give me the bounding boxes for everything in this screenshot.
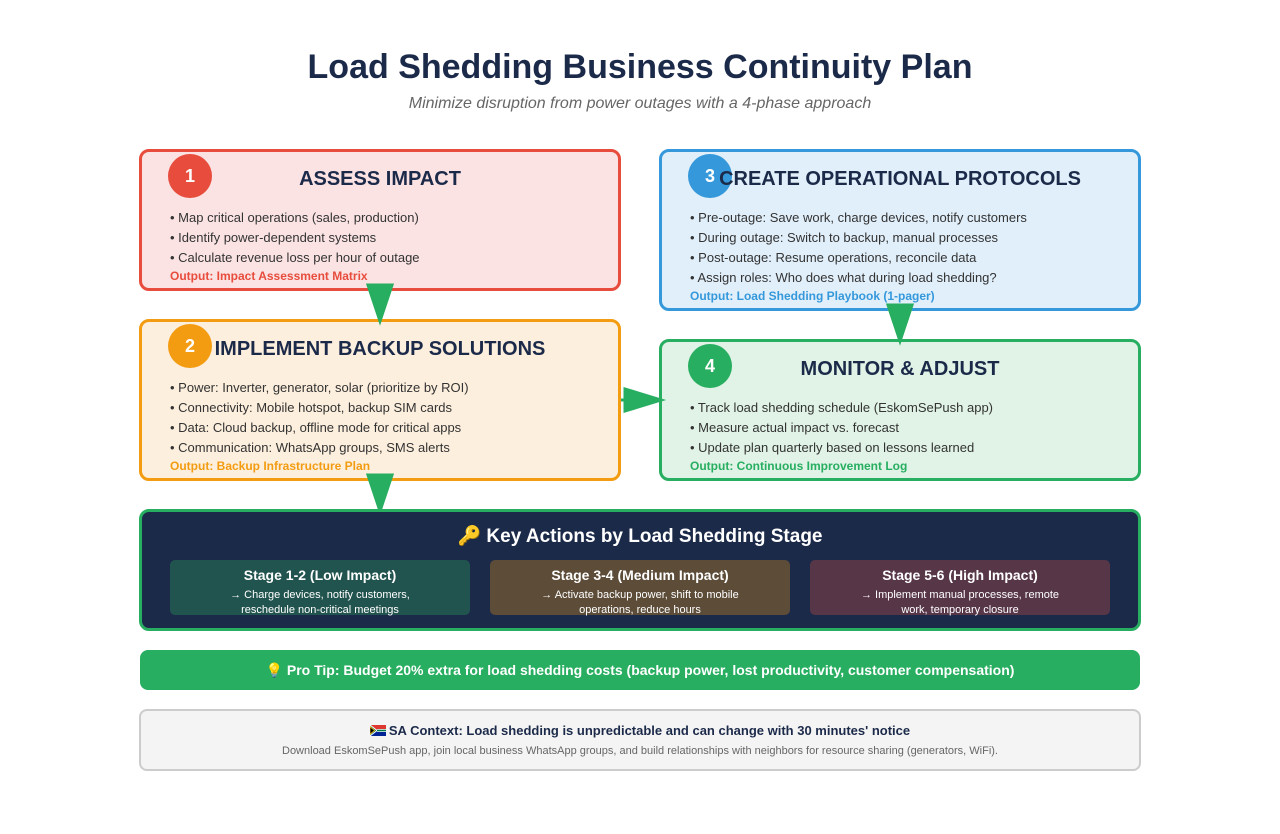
stage-actions-title: 🔑 Key Actions by Load Shedding Stage xyxy=(457,526,823,547)
pro-tip-banner: 💡 Pro Tip: Budget 20% extra for load she… xyxy=(140,650,1140,690)
phase-1-output: Output: Impact Assessment Matrix xyxy=(170,269,368,283)
phase-4-badge: 4 xyxy=(688,344,732,388)
bullet-item: • Identify power-dependent systems xyxy=(170,230,377,245)
page-title: Load Shedding Business Continuity Plan xyxy=(307,48,973,86)
bullet-item: • Track load shedding schedule (EskomSeP… xyxy=(690,400,993,415)
phase-1-card: 1 ASSESS IMPACT • Map critical operation… xyxy=(139,149,621,291)
phase-1-title: ASSESS IMPACT xyxy=(299,168,461,190)
phase-2-badge: 2 xyxy=(168,324,212,368)
sa-context-body: Download EskomSePush app, join local bus… xyxy=(282,745,998,757)
bullet-item: • Pre-outage: Save work, charge devices,… xyxy=(690,210,1027,225)
bullet-item: • Post-outage: Resume operations, reconc… xyxy=(690,250,977,265)
stage-name: Stage 3-4 (Medium Impact) xyxy=(551,567,729,583)
page-subtitle: Minimize disruption from power outages w… xyxy=(408,95,872,112)
phase-2-bullets: • Power: Inverter, generator, solar (pri… xyxy=(170,378,469,458)
stage-name: Stage 5-6 (High Impact) xyxy=(882,567,1038,583)
phase-3-output: Output: Load Shedding Playbook (1-pager) xyxy=(690,289,935,303)
phase-3-badge: 3 xyxy=(688,154,732,198)
bullet-item: • Power: Inverter, generator, solar (pri… xyxy=(170,380,469,395)
bullet-item: • Measure actual impact vs. forecast xyxy=(690,420,900,435)
bullet-item: • Connectivity: Mobile hotspot, backup S… xyxy=(170,400,453,415)
phase-4-title: MONITOR & ADJUST xyxy=(800,358,1000,380)
phase-1-bullets: • Map critical operations (sales, produc… xyxy=(170,208,420,268)
bullet-item: • Update plan quarterly based on lessons… xyxy=(690,440,975,455)
phase-4-card: 4 MONITOR & ADJUST • Track load shedding… xyxy=(659,339,1141,481)
stage-name: Stage 1-2 (Low Impact) xyxy=(243,567,397,583)
stage-action: → Implement manual processes, remote wor… xyxy=(860,589,1060,616)
stage-card-medium: Stage 3-4 (Medium Impact) → Activate bac… xyxy=(490,560,790,616)
phase-3-card: 3 CREATE OPERATIONAL PROTOCOLS • Pre-out… xyxy=(659,149,1141,311)
stage-card-low: Stage 1-2 (Low Impact) → Charge devices,… xyxy=(170,560,470,616)
bullet-item: • Calculate revenue loss per hour of out… xyxy=(170,250,420,265)
south-africa-flag-icon xyxy=(369,725,386,736)
phase-2-output: Output: Backup Infrastructure Plan xyxy=(170,459,371,473)
phase-4-bullets: • Track load shedding schedule (EskomSeP… xyxy=(690,398,993,458)
stage-actions-panel: 🔑 Key Actions by Load Shedding Stage Sta… xyxy=(139,509,1141,631)
stage-card-high: Stage 5-6 (High Impact) → Implement manu… xyxy=(810,560,1110,616)
sa-context-title: SA Context: Load shedding is unpredictab… xyxy=(388,723,911,738)
arrow-phase3-to-phase4 xyxy=(885,303,915,346)
phase-4-output: Output: Continuous Improvement Log xyxy=(690,459,908,473)
phase-3-bullets: • Pre-outage: Save work, charge devices,… xyxy=(690,208,1027,288)
bullet-item: • Data: Cloud backup, offline mode for c… xyxy=(170,420,462,435)
bullet-item: • Map critical operations (sales, produc… xyxy=(170,210,419,225)
stage-action: → Charge devices, notify customers, resc… xyxy=(230,589,410,616)
sa-context-panel: SA Context: Load shedding is unpredictab… xyxy=(139,709,1141,771)
sa-context-heading: SA Context: Load shedding is unpredictab… xyxy=(141,723,1139,738)
phase-1-badge: 1 xyxy=(168,154,212,198)
arrow-phase2-to-phase4-head xyxy=(623,386,667,414)
stage-action: → Activate backup power, shift to mobile… xyxy=(541,589,739,616)
phase-3-title: CREATE OPERATIONAL PROTOCOLS xyxy=(719,168,1081,190)
bullet-item: • Assign roles: Who does what during loa… xyxy=(690,270,997,285)
arrow-phase1-to-phase2 xyxy=(365,283,395,326)
arrow-phase2-to-stages xyxy=(365,473,395,516)
bullet-item: • During outage: Switch to backup, manua… xyxy=(690,230,999,245)
phase-2-title: IMPLEMENT BACKUP SOLUTIONS xyxy=(214,338,546,360)
bullet-item: • Communication: WhatsApp groups, SMS al… xyxy=(170,440,450,455)
